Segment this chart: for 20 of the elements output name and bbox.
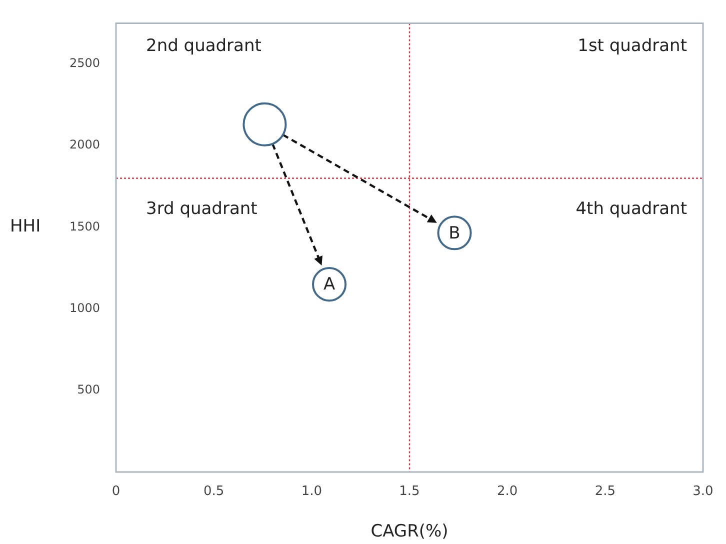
y-tick-label: 2000	[69, 138, 100, 152]
y-tick-label: 2500	[69, 56, 100, 70]
x-tick-label: 0	[112, 484, 120, 500]
x-tick-label: 0.5	[203, 484, 224, 500]
y-tick-label: 500	[77, 382, 100, 397]
x-tick-label: 2.5	[594, 484, 616, 500]
annotation: 2nd quadrant	[146, 36, 262, 56]
annotation: 3rd quadrant	[146, 199, 258, 220]
x-axis-title: CAGR(%)	[370, 521, 448, 542]
annotation: B	[448, 223, 460, 244]
annotation: 4th quadrant	[576, 199, 688, 220]
x-tick-label: 1.0	[301, 484, 322, 500]
y-axis-title: HHI	[10, 216, 41, 237]
x-tick-label: 3.0	[692, 484, 714, 500]
annotation: 1st quadrant	[578, 36, 688, 56]
y-tick-label: 1500	[69, 219, 100, 234]
x-tick-label: 1.5	[399, 484, 420, 500]
annotation: A	[323, 274, 336, 295]
x-tick-label: 2.0	[496, 484, 518, 500]
y-tick-label: 1000	[69, 300, 100, 315]
